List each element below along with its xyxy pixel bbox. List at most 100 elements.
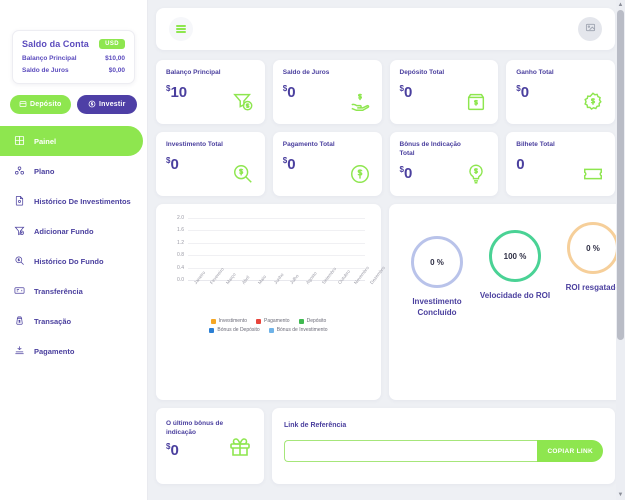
sidebar-item-painel[interactable]: Painel (0, 126, 143, 156)
sidebar-item-label: Histórico Do Fundo (34, 256, 104, 266)
legend-swatch-icon (298, 318, 304, 324)
y-tick: 0.8 (177, 252, 184, 259)
sidebar-item-pagamento[interactable]: Pagamento (0, 336, 147, 366)
main-content: Balanço Principal $10 Saldo de Juros $0 … (148, 0, 625, 500)
wallet-icon (19, 100, 27, 110)
balance-card-header: Saldo da Conta USD (22, 39, 125, 49)
bonus-value: $0 (166, 443, 254, 459)
stat-label: Bilhete Total (516, 141, 555, 148)
stat-number: 0 (287, 83, 296, 101)
stat-card-bonus-indicacao-total: Bônus de Indicação Total $0 (389, 132, 499, 196)
balance-row-principal: Balanço Principal $10,00 (22, 55, 125, 62)
page-scrollbar[interactable]: ▲ ▼ (616, 0, 625, 500)
legend-row-bottom: Bónus de Depósito Bónus de Investimento (209, 327, 328, 333)
funnel-dollar-icon (232, 91, 254, 113)
referral-link-card: Link de Referência COPIAR LINK (272, 408, 615, 484)
sidebar-item-transacao[interactable]: Transação (0, 306, 147, 336)
stat-number: 0 (520, 83, 530, 101)
stat-value: $0 (400, 165, 489, 181)
deposit-button[interactable]: Depósito (10, 95, 71, 114)
legend-label: Pagamento (264, 318, 290, 324)
legend-item[interactable]: Bónus de Investimento (268, 327, 328, 333)
legend-item[interactable]: Depósito (298, 318, 326, 324)
balance-row-interest: Saldo de Juros $0,00 (22, 67, 125, 74)
stat-number: 0 (403, 83, 413, 101)
balance-value-principal: $10,00 (105, 55, 125, 62)
image-placeholder-icon (585, 20, 596, 38)
charts-row: 2.0 1.6 1.2 0.8 0.4 0.0 Janeiro Fevereir… (156, 204, 625, 400)
add-fund-icon (14, 225, 25, 238)
sidebar-item-adicionar-fundo[interactable]: Adicionar Fundo (0, 216, 147, 246)
topbar (156, 8, 615, 50)
donut-group: 0 % Investimento Concluído 100 % Velocid… (401, 218, 625, 319)
sidebar-item-label: Adicionar Fundo (34, 226, 94, 236)
payment-icon (14, 345, 25, 358)
invest-button[interactable]: Investir (76, 95, 137, 114)
legend-item[interactable]: Investimento (210, 318, 248, 324)
monthly-bar-chart-panel: 2.0 1.6 1.2 0.8 0.4 0.0 Janeiro Fevereir… (156, 204, 386, 400)
stat-value: $0 (282, 83, 372, 101)
transfer-icon (14, 285, 25, 298)
stat-card-deposito-total: Depósito Total $0 (389, 60, 499, 124)
referral-input-group: COPIAR LINK (284, 440, 603, 462)
donut-value: 0 % (411, 236, 463, 288)
badge-dollar-icon (582, 91, 604, 113)
stat-card-bilhete-total: Bilhete Total 0 (506, 132, 615, 196)
deposit-button-label: Depósito (29, 101, 62, 108)
currency-symbol: $ (166, 155, 171, 165)
sidebar-item-plano[interactable]: Plano (0, 156, 147, 186)
referral-link-input[interactable] (284, 440, 538, 462)
stat-label: Investimento Total (166, 141, 223, 148)
sidebar-item-transferencia[interactable]: Transferência (0, 276, 147, 306)
x-tick: Dezembro (369, 265, 386, 286)
currency-symbol: $ (282, 155, 288, 165)
donut-velocidade-roi: 100 % Velocidade do ROI (479, 230, 551, 302)
sidebar-item-label: Transferência (34, 286, 83, 296)
stat-card-balanco-principal: Balanço Principal $10 (156, 60, 265, 124)
y-tick: 0.0 (177, 277, 184, 283)
legend-swatch-icon (256, 318, 262, 324)
referral-link-label: Link de Referência (284, 422, 347, 429)
donut-investimento-concluido: 0 % Investimento Concluído (401, 236, 473, 319)
grid-icon (14, 135, 25, 148)
currency-symbol: $ (166, 83, 171, 93)
balance-card-title: Saldo da Conta (22, 39, 89, 49)
legend-item[interactable]: Pagamento (256, 318, 290, 324)
stat-card-saldo-juros: Saldo de Juros $0 (272, 60, 382, 124)
copy-link-button[interactable]: COPIAR LINK (537, 440, 603, 462)
scroll-down-arrow-icon[interactable]: ▼ (617, 492, 624, 498)
ticket-icon (582, 163, 604, 185)
invest-button-label: Investir (99, 101, 126, 108)
sidebar: Saldo da Conta USD Balanço Principal $10… (0, 0, 148, 500)
sidebar-item-label: Plano (34, 166, 55, 176)
gift-icon (228, 435, 252, 464)
legend-item[interactable]: Bónus de Depósito (209, 327, 260, 333)
legend-label: Investimento (218, 318, 248, 324)
y-tick: 1.6 (177, 227, 184, 234)
stat-label: Ganho Total (516, 69, 554, 76)
avatar[interactable] (578, 17, 602, 41)
legend-label: Bónus de Investimento (276, 327, 328, 333)
stat-card-investimento-total: Investimento Total $0 (156, 132, 265, 196)
currency-symbol: $ (282, 83, 288, 93)
scroll-thumb[interactable] (617, 10, 624, 340)
scroll-up-arrow-icon[interactable]: ▲ (617, 2, 624, 8)
search-money-icon (14, 255, 25, 268)
legend-label: Bónus de Depósito (217, 327, 260, 333)
hamburger-icon[interactable] (169, 17, 193, 41)
legend-swatch-icon (268, 327, 274, 333)
box-dollar-icon (465, 91, 487, 113)
sidebar-item-historico-investimentos[interactable]: Histórico De Investimentos (0, 186, 147, 216)
sidebar-action-buttons: Depósito Investir (10, 95, 137, 114)
stat-number: 0 (287, 155, 296, 173)
sidebar-item-label: Pagamento (34, 346, 75, 356)
sidebar-item-label: Transação (34, 316, 72, 326)
sidebar-item-historico-fundo[interactable]: Histórico Do Fundo (0, 246, 147, 276)
stat-label: Balanço Principal (166, 69, 221, 76)
bottom-row: O último bônus de indicação $0 Link de R… (156, 408, 615, 484)
donut-value: 0 % (567, 222, 619, 274)
stat-label: Bônus de Indicação Total (399, 141, 461, 157)
stat-value: $0 (400, 83, 489, 101)
stat-card-pagamento-total: Pagamento Total $0 (272, 132, 382, 196)
stat-cards-grid: Balanço Principal $10 Saldo de Juros $0 … (156, 60, 615, 196)
